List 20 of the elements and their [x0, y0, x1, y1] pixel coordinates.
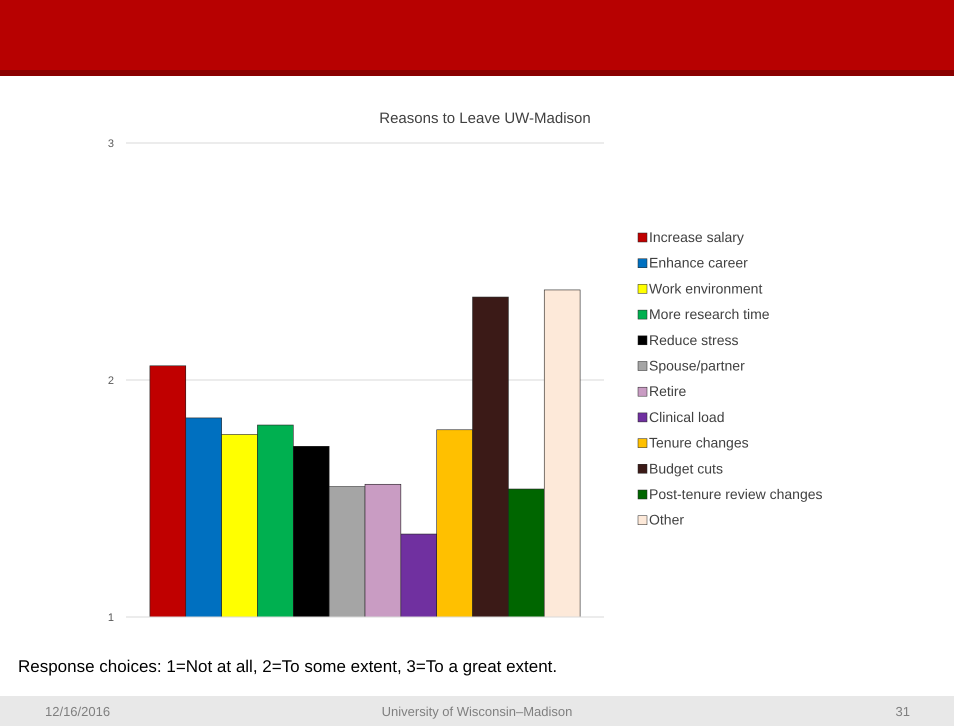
y-tick-label: 2	[108, 375, 114, 387]
text: University of Wisconsin–Madison	[382, 704, 572, 719]
legend-label: Increase salary	[649, 229, 744, 245]
text: 12/16/2016	[45, 704, 110, 719]
text: Response choices: 1=Not at all, 2=To some extent, 3=To a great extent.	[18, 657, 558, 676]
legend-label: Tenure changes	[649, 434, 749, 451]
legend-label: Budget cuts	[649, 460, 723, 476]
legend-label: Post-tenure review changes	[649, 486, 823, 502]
legend-label: Spouse/partner	[649, 358, 746, 374]
legend-label: Clinical load	[649, 408, 724, 425]
legend-label: Other	[649, 512, 684, 528]
legend-label: Retire	[649, 383, 687, 400]
legend-label: More research time	[649, 306, 770, 322]
text: 31	[896, 704, 910, 719]
chart-title: Reasons to Leave UW-Madison	[379, 110, 591, 127]
legend-label: Reduce stress	[649, 332, 738, 348]
legend-label: Enhance career	[649, 254, 748, 271]
y-tick-label: 1	[108, 612, 114, 624]
legend-label: Work environment	[649, 280, 762, 296]
y-tick-label: 3	[108, 138, 114, 150]
